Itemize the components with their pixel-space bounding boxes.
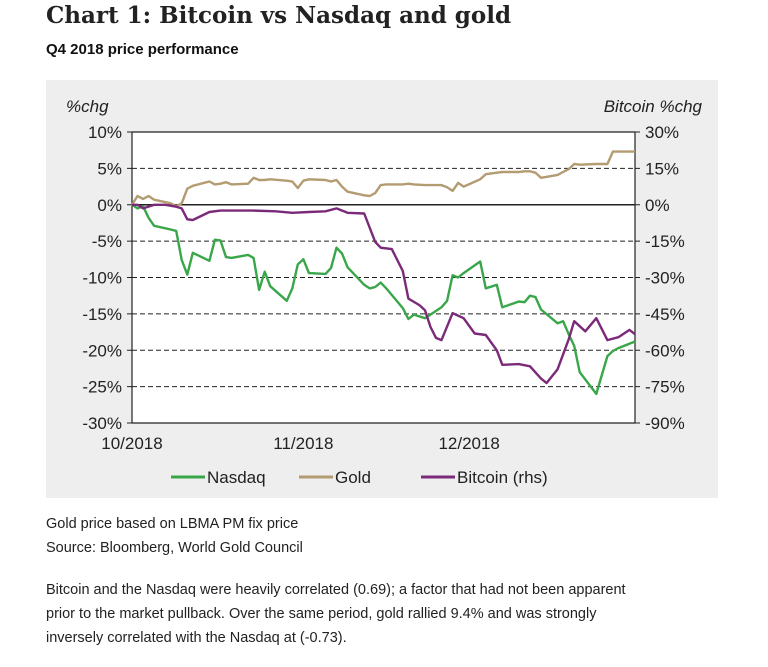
right-tick-label: -30% <box>645 269 685 288</box>
x-tick-label: 10/2018 <box>101 434 162 453</box>
series-line-bitcoin-rhs <box>132 203 636 385</box>
note-source: Source: Bloomberg, World Gold Council <box>46 540 303 556</box>
commentary-line: inversely correlated with the Nasdaq at … <box>46 630 347 646</box>
series-line-nasdaq <box>131 203 636 396</box>
right-tick-label: 30% <box>645 123 679 142</box>
left-tick-label: -30% <box>82 414 122 433</box>
chart-notes: Gold price based on LBMA PM fix price So… <box>46 512 303 560</box>
right-tick-label: -60% <box>645 341 685 360</box>
right-tick-label: -45% <box>645 305 685 324</box>
right-tick-label: 0% <box>645 196 670 215</box>
left-tick-label: 0% <box>97 196 122 215</box>
legend-label: Bitcoin (rhs) <box>457 468 548 487</box>
line-chart: 10% 30% 5% 15% 0% 0% -5% -15% -10% -30% -15% -45% -2… <box>66 97 703 487</box>
left-axis-label: %chg <box>66 97 109 116</box>
right-tick-label: 15% <box>645 159 679 178</box>
right-axis-label: Bitcoin %chg <box>604 97 703 116</box>
right-tick-label: -15% <box>645 232 685 251</box>
right-tick-label: -90% <box>645 414 685 433</box>
left-tick-label: 10% <box>88 123 122 142</box>
left-tick-label: -5% <box>92 232 122 251</box>
legend-label: Gold <box>335 468 371 487</box>
chart-subtitle: Q4 2018 price performance <box>46 41 239 58</box>
commentary-line: prior to the market pullback. Over the s… <box>46 606 597 622</box>
commentary: Bitcoin and the Nasdaq were heavily corr… <box>46 578 746 650</box>
series-line-gold <box>130 150 635 208</box>
left-tick-label: 5% <box>97 159 122 178</box>
left-tick-label: -10% <box>82 269 122 288</box>
chart-panel: 10% 30% 5% 15% 0% 0% -5% -15% -10% -30% -15% -45% -2… <box>46 80 718 498</box>
right-tick-label: -75% <box>645 378 685 397</box>
chart-title: Chart 1: Bitcoin vs Nasdaq and gold <box>46 2 512 29</box>
left-tick-label: -15% <box>82 305 122 324</box>
x-tick-label: 12/2018 <box>438 434 499 453</box>
left-tick-label: -25% <box>82 378 122 397</box>
commentary-line: Bitcoin and the Nasdaq were heavily corr… <box>46 582 626 598</box>
x-tick-label: 11/2018 <box>273 434 333 453</box>
legend-label: Nasdaq <box>207 468 266 487</box>
left-tick-label: -20% <box>82 341 122 360</box>
note-gold-price-basis: Gold price based on LBMA PM fix price <box>46 516 299 532</box>
